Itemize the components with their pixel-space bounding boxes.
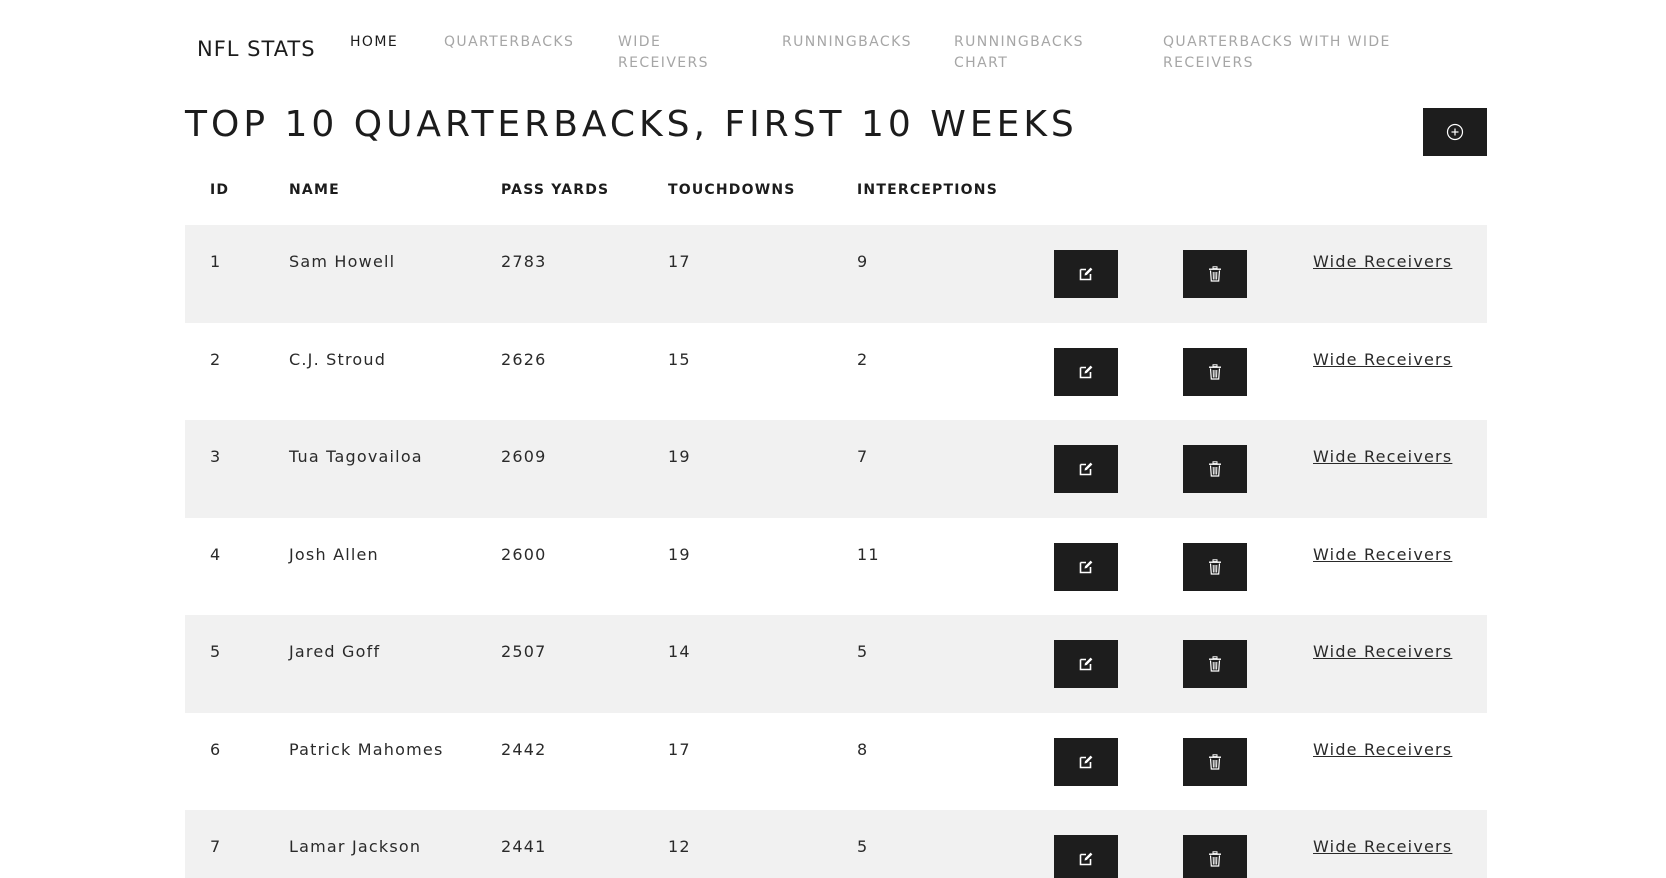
nav-item-home[interactable]: HOME <box>350 34 399 50</box>
table-row: 5 Jared Goff 2507 14 5 Wide Receivers <box>185 615 1487 713</box>
cell-id: 4 <box>210 544 222 564</box>
delete-button[interactable] <box>1183 542 1247 591</box>
column-header-interceptions: INTERCEPTIONS <box>857 182 998 198</box>
edit-button[interactable] <box>1054 347 1118 396</box>
wide-receivers-link[interactable]: Wide Receivers <box>1313 544 1453 564</box>
cell-id: 7 <box>210 837 222 856</box>
table-row: 1 Sam Howell 2783 17 9 Wide Receivers <box>185 225 1487 323</box>
cell-pass-yards: 2609 <box>501 447 547 466</box>
edit-icon <box>1079 852 1093 866</box>
trash-icon <box>1209 558 1221 575</box>
nav-item-runningbacks-chart[interactable]: RUNNINGBACKS CHART <box>954 34 1084 71</box>
cell-pass-yards: 2442 <box>501 739 547 759</box>
nav-item-runningbacks[interactable]: RUNNINGBACKS <box>782 34 912 50</box>
edit-button[interactable] <box>1054 542 1118 591</box>
wide-receivers-link[interactable]: Wide Receivers <box>1313 447 1453 466</box>
cell-interceptions: 7 <box>857 447 869 466</box>
cell-name: Jared Goff <box>289 642 381 661</box>
column-header-pass-yards: PASS YARDS <box>501 182 610 198</box>
nav-item-quarterbacks-with-wide-receivers[interactable]: QUARTERBACKS WITH WIDE RECEIVERS <box>1163 34 1391 71</box>
edit-icon <box>1079 657 1093 671</box>
edit-icon <box>1079 462 1093 476</box>
delete-button[interactable] <box>1183 250 1247 298</box>
table-row: 2 C.J. Stroud 2626 15 2 Wide Receivers <box>185 323 1487 421</box>
wide-receivers-link[interactable]: Wide Receivers <box>1313 837 1453 856</box>
table-row: 3 Tua Tagovailoa 2609 19 7 Wide Receiver… <box>185 420 1487 518</box>
cell-pass-yards: 2441 <box>501 837 547 856</box>
table-header: ID NAME PASS YARDS TOUCHDOWNS INTERCEPTI… <box>185 172 1487 225</box>
cell-interceptions: 8 <box>857 739 869 759</box>
column-header-name: NAME <box>289 182 340 198</box>
cell-pass-yards: 2507 <box>501 642 547 661</box>
table-body: 1 Sam Howell 2783 17 9 Wide Receivers 2 … <box>185 225 1487 878</box>
table-row: 7 Lamar Jackson 2441 12 5 Wide Receivers <box>185 810 1487 878</box>
cell-touchdowns: 14 <box>668 642 691 661</box>
cell-interceptions: 5 <box>857 837 869 856</box>
brand-logo[interactable]: NFL STATS <box>197 37 316 61</box>
cell-id: 6 <box>210 739 222 759</box>
trash-icon <box>1209 266 1221 282</box>
delete-button[interactable] <box>1183 640 1247 688</box>
cell-name: Lamar Jackson <box>289 837 422 856</box>
cell-name: C.J. Stroud <box>289 349 387 369</box>
nav-item-quarterbacks[interactable]: QUARTERBACKS <box>444 34 575 50</box>
edit-button[interactable] <box>1054 640 1118 688</box>
wide-receivers-link[interactable]: Wide Receivers <box>1313 739 1453 759</box>
cell-interceptions: 5 <box>857 642 869 661</box>
cell-name: Josh Allen <box>289 544 379 564</box>
nav-item-wide-receivers[interactable]: WIDE RECEIVERS <box>618 34 709 71</box>
cell-name: Sam Howell <box>289 252 396 271</box>
delete-button[interactable] <box>1183 835 1247 878</box>
cell-touchdowns: 12 <box>668 837 691 856</box>
plus-circle-icon <box>1446 123 1464 141</box>
quarterbacks-table: ID NAME PASS YARDS TOUCHDOWNS INTERCEPTI… <box>185 172 1487 878</box>
trash-icon <box>1209 461 1221 477</box>
edit-icon <box>1079 267 1093 281</box>
cell-name: Tua Tagovailoa <box>289 447 423 466</box>
table-row: 4 Josh Allen 2600 19 11 Wide Receivers <box>185 518 1487 616</box>
cell-touchdowns: 17 <box>668 739 691 759</box>
trash-icon <box>1209 851 1221 867</box>
wide-receivers-link[interactable]: Wide Receivers <box>1313 349 1453 369</box>
cell-pass-yards: 2626 <box>501 349 547 369</box>
edit-button[interactable] <box>1054 445 1118 493</box>
table-row: 6 Patrick Mahomes 2442 17 8 Wide Receive… <box>185 713 1487 811</box>
edit-icon <box>1079 365 1093 378</box>
cell-name: Patrick Mahomes <box>289 739 444 759</box>
wide-receivers-link[interactable]: Wide Receivers <box>1313 252 1453 271</box>
cell-interceptions: 9 <box>857 252 869 271</box>
add-quarterback-button[interactable] <box>1423 108 1487 156</box>
cell-pass-yards: 2783 <box>501 252 547 271</box>
column-header-id: ID <box>210 182 230 198</box>
cell-interceptions: 2 <box>857 349 869 369</box>
edit-icon <box>1079 755 1093 768</box>
cell-touchdowns: 19 <box>668 544 691 564</box>
cell-touchdowns: 17 <box>668 252 691 271</box>
trash-icon <box>1209 753 1221 770</box>
edit-icon <box>1079 560 1093 573</box>
edit-button[interactable] <box>1054 737 1118 786</box>
delete-button[interactable] <box>1183 445 1247 493</box>
wide-receivers-link[interactable]: Wide Receivers <box>1313 642 1453 661</box>
cell-touchdowns: 15 <box>668 349 691 369</box>
delete-button[interactable] <box>1183 737 1247 786</box>
cell-id: 1 <box>210 252 222 271</box>
cell-id: 5 <box>210 642 222 661</box>
column-header-touchdowns: TOUCHDOWNS <box>668 182 796 198</box>
edit-button[interactable] <box>1054 835 1118 878</box>
delete-button[interactable] <box>1183 347 1247 396</box>
edit-button[interactable] <box>1054 250 1118 298</box>
cell-interceptions: 11 <box>857 544 880 564</box>
cell-touchdowns: 19 <box>668 447 691 466</box>
page-title: TOP 10 QUARTERBACKS, FIRST 10 WEEKS <box>185 104 1078 145</box>
cell-pass-yards: 2600 <box>501 544 547 564</box>
trash-icon <box>1209 363 1221 380</box>
cell-id: 2 <box>210 349 222 369</box>
cell-id: 3 <box>210 447 222 466</box>
trash-icon <box>1209 656 1221 672</box>
